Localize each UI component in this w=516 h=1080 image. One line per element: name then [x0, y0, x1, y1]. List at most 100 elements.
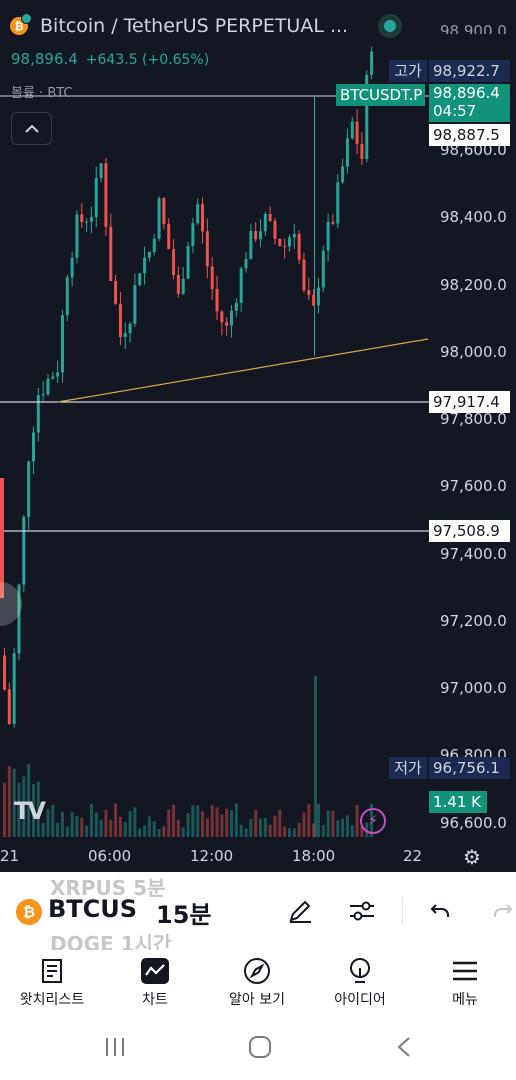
price-change: +643.5 (+0.65%) [85, 52, 210, 68]
market-open-icon [378, 14, 402, 38]
bitcoin-icon: ₿ [16, 899, 42, 925]
y-tick-label: 98,400.0 [440, 208, 507, 227]
redo-icon[interactable] [490, 895, 516, 927]
volume-bar [27, 763, 31, 837]
candle-body [201, 204, 205, 232]
volume-bar [355, 804, 359, 837]
symbol-title[interactable]: Bitcoin / TetherUS PERPETUAL ... [40, 15, 349, 37]
interval-selector[interactable]: 15분 [156, 901, 212, 929]
volume-value-label: 1.41 K [429, 791, 487, 813]
idea-icon [322, 955, 398, 987]
volume-bar [181, 827, 185, 837]
symbol-price-tag: BTCUSDT.P [336, 84, 425, 106]
nav-ideas[interactable]: 아이디어 [322, 955, 398, 1009]
volume-legend: 볼륨 · BTC [11, 86, 73, 101]
back-icon[interactable] [396, 1035, 412, 1065]
sliders-icon[interactable] [346, 895, 378, 927]
volume-bar [46, 808, 50, 837]
candle-body [114, 281, 118, 304]
candle-body [249, 231, 253, 260]
high-tag: 고가 [389, 60, 427, 82]
symbol-header[interactable]: ₿ Bitcoin / TetherUS PERPETUAL ... [10, 13, 349, 38]
candle-body [138, 273, 142, 286]
volume-bar [268, 824, 272, 837]
volume-bar [336, 820, 340, 837]
candle-body [268, 213, 272, 221]
volume-bar [17, 782, 21, 837]
volume-bar [263, 818, 267, 837]
candle-body [94, 178, 98, 218]
volume-bar [225, 808, 229, 837]
candle-body [85, 221, 89, 223]
candle-body [109, 226, 113, 282]
x-tick-label: 06:00 [88, 847, 132, 865]
volume-bar [94, 812, 98, 837]
line-price-label-1: 97,917.4 [429, 391, 510, 413]
trend-line [57, 338, 429, 403]
volume-bar [138, 828, 142, 837]
volume-bar [172, 804, 176, 837]
candle-body [307, 290, 311, 295]
candle-body [22, 516, 26, 585]
candle-body [31, 432, 35, 462]
volume-bar [51, 804, 55, 837]
candle-body [365, 74, 369, 160]
candle-body [176, 274, 180, 294]
nav-explore[interactable]: 알아 보기 [214, 955, 300, 1009]
nav-label: 메뉴 [452, 992, 478, 1008]
candle-body [234, 302, 238, 311]
scroll-handle [0, 582, 22, 626]
volume-bar [312, 823, 316, 837]
volume-bar [147, 816, 151, 837]
volume-bar [215, 807, 219, 837]
candle-body [162, 198, 166, 224]
candle-body [321, 250, 325, 288]
candle-body [157, 198, 161, 239]
candle-body [36, 395, 40, 433]
y-tick-label: 98,200.0 [440, 275, 507, 294]
volume-bar [99, 819, 103, 837]
lightning-icon[interactable]: ⚡ [360, 808, 386, 834]
volume-bar [307, 804, 311, 837]
chart-area[interactable]: ₿ Bitcoin / TetherUS PERPETUAL ... 98,89… [0, 0, 516, 872]
volume-bar [80, 817, 84, 837]
last-price: 98,896.4 [11, 50, 78, 68]
candle-body [80, 214, 84, 223]
toolbar-divider [402, 897, 403, 925]
volume-bar [186, 813, 190, 837]
nav-watchlist[interactable]: 왓치리스트 [10, 955, 94, 1009]
volume-bar [314, 676, 317, 837]
volume-bar [7, 766, 11, 837]
candle-body [128, 323, 132, 334]
volume-bar [254, 809, 258, 837]
volume-bar [316, 803, 320, 837]
candle-body [316, 287, 320, 306]
volume-bar [210, 805, 214, 837]
volume-bar [341, 818, 345, 837]
candle-body [0, 478, 4, 598]
collapse-legend-button[interactable] [11, 112, 52, 145]
candle-body [104, 163, 108, 227]
volume-bars [3, 96, 374, 837]
candle-body [210, 266, 214, 290]
chart-settings-icon[interactable]: ⚙ [463, 845, 481, 869]
y-tick-label: 96,600.0 [440, 813, 507, 832]
recent-apps-icon[interactable] [104, 1035, 126, 1065]
candle-body [341, 166, 345, 183]
symbol-selector[interactable]: BTCUS [48, 895, 138, 923]
volume-bar [292, 828, 296, 837]
home-icon[interactable] [248, 1035, 272, 1065]
candle-body [205, 231, 209, 267]
volume-bar [273, 815, 277, 837]
undo-icon[interactable] [424, 895, 456, 927]
volume-bar [41, 822, 45, 837]
candle-body [70, 257, 74, 278]
candle-body [225, 322, 229, 326]
candlestick-chart[interactable] [0, 0, 516, 872]
candle-body [326, 221, 330, 251]
candle-body [336, 182, 340, 224]
candle-body [297, 233, 301, 260]
nav-chart[interactable]: 차트 [124, 955, 186, 1009]
pen-icon[interactable] [284, 895, 316, 927]
nav-menu[interactable]: 메뉴 [430, 955, 500, 1009]
